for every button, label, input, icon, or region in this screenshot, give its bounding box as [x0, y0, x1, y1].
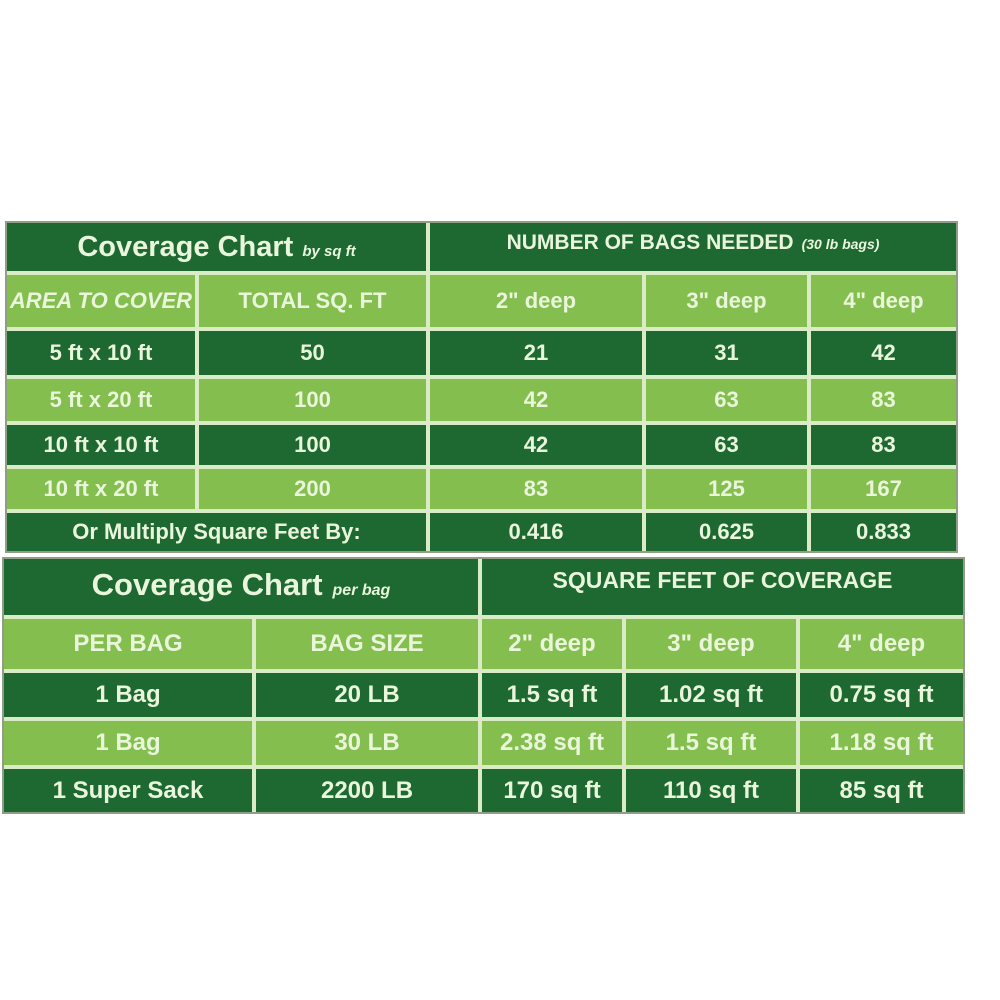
- table-cell: 2200 LB: [256, 769, 478, 812]
- column-header-2in-deep: 2" deep: [430, 275, 642, 327]
- table-cell: 42: [811, 331, 956, 375]
- table-cell: 30 LB: [256, 721, 478, 765]
- table-cell: 110 sq ft: [626, 769, 796, 812]
- table2-title-row: Coverage Chart per bag SQUARE FEET OF CO…: [4, 559, 963, 615]
- table-cell: 1.5 sq ft: [626, 721, 796, 765]
- table-cell: 200: [199, 469, 426, 509]
- coverage-per-bag-table: Coverage Chart per bag SQUARE FEET OF CO…: [2, 557, 965, 814]
- table-row: 1 Bag 20 LB 1.5 sq ft 1.02 sq ft 0.75 sq…: [4, 673, 963, 717]
- table-cell: 1.5 sq ft: [482, 673, 622, 717]
- column-header-4in-deep: 4" deep: [800, 619, 963, 669]
- footer-value-4in: 0.833: [811, 513, 956, 551]
- column-header-3in-deep: 3" deep: [626, 619, 796, 669]
- table1-group-header-note: (30 lb bags): [801, 236, 880, 252]
- table1-title: Coverage Chart: [77, 231, 294, 263]
- table2-title-cell: Coverage Chart per bag: [4, 559, 478, 615]
- column-header-per-bag: PER BAG: [4, 619, 252, 669]
- table-cell: 1 Bag: [4, 721, 252, 765]
- table-cell: 42: [430, 379, 642, 421]
- table2-group-header: SQUARE FEET OF COVERAGE: [552, 567, 893, 593]
- table-cell: 42: [430, 425, 642, 465]
- table-cell: 50: [199, 331, 426, 375]
- table-row: 10 ft x 20 ft 200 83 125 167: [7, 469, 956, 509]
- table-cell: 20 LB: [256, 673, 478, 717]
- column-header-2in-deep: 2" deep: [482, 619, 622, 669]
- table-cell: 83: [430, 469, 642, 509]
- column-header-total-sq-ft: TOTAL SQ. FT: [199, 275, 426, 327]
- table2-title: Coverage Chart: [91, 567, 323, 602]
- table-cell: 125: [646, 469, 807, 509]
- table-cell: 85 sq ft: [800, 769, 963, 812]
- table-cell: 31: [646, 331, 807, 375]
- column-header-3in-deep: 3" deep: [646, 275, 807, 327]
- table-cell: 1.18 sq ft: [800, 721, 963, 765]
- table-cell: 100: [199, 425, 426, 465]
- table2-group-header-cell: SQUARE FEET OF COVERAGE: [482, 559, 963, 615]
- table-cell: 2.38 sq ft: [482, 721, 622, 765]
- table-cell: 21: [430, 331, 642, 375]
- table-row: 1 Bag 30 LB 2.38 sq ft 1.5 sq ft 1.18 sq…: [4, 721, 963, 765]
- table-cell: 100: [199, 379, 426, 421]
- table2-column-header-row: PER BAG BAG SIZE 2" deep 3" deep 4" deep: [4, 619, 963, 669]
- table-cell: 1.02 sq ft: [626, 673, 796, 717]
- table1-group-header: NUMBER OF BAGS NEEDED: [506, 231, 794, 254]
- footer-value-3in: 0.625: [646, 513, 807, 551]
- table-cell: 63: [646, 425, 807, 465]
- column-header-area-to-cover: AREA TO COVER: [7, 275, 195, 327]
- table2-title-note: per bag: [332, 582, 391, 599]
- table-cell: 1 Super Sack: [4, 769, 252, 812]
- table-cell: 83: [811, 425, 956, 465]
- footer-value-2in: 0.416: [430, 513, 642, 551]
- column-header-4in-deep: 4" deep: [811, 275, 956, 327]
- table-cell: 10 ft x 10 ft: [7, 425, 195, 465]
- table-cell: 10 ft x 20 ft: [7, 469, 195, 509]
- coverage-by-sqft-table: Coverage Chart by sq ft NUMBER OF BAGS N…: [5, 221, 958, 553]
- table-cell: 5 ft x 20 ft: [7, 379, 195, 421]
- footer-label: Or Multiply Square Feet By:: [7, 513, 426, 551]
- table1-title-row: Coverage Chart by sq ft NUMBER OF BAGS N…: [7, 223, 956, 271]
- table1-group-header-cell: NUMBER OF BAGS NEEDED (30 lb bags): [430, 223, 956, 271]
- table-row: 5 ft x 20 ft 100 42 63 83: [7, 379, 956, 421]
- table1-title-cell: Coverage Chart by sq ft: [7, 223, 426, 271]
- table-row: 5 ft x 10 ft 50 21 31 42: [7, 331, 956, 375]
- table-cell: 83: [811, 379, 956, 421]
- table1-footer-row: Or Multiply Square Feet By: 0.416 0.625 …: [7, 513, 956, 551]
- table-cell: 0.75 sq ft: [800, 673, 963, 717]
- table1-column-header-row: AREA TO COVER TOTAL SQ. FT 2" deep 3" de…: [7, 275, 956, 327]
- table-cell: 1 Bag: [4, 673, 252, 717]
- table-cell: 167: [811, 469, 956, 509]
- table-cell: 63: [646, 379, 807, 421]
- column-header-bag-size: BAG SIZE: [256, 619, 478, 669]
- table1-title-note: by sq ft: [302, 243, 356, 260]
- table-row: 10 ft x 10 ft 100 42 63 83: [7, 425, 956, 465]
- table-cell: 170 sq ft: [482, 769, 622, 812]
- table-row: 1 Super Sack 2200 LB 170 sq ft 110 sq ft…: [4, 769, 963, 812]
- table-cell: 5 ft x 10 ft: [7, 331, 195, 375]
